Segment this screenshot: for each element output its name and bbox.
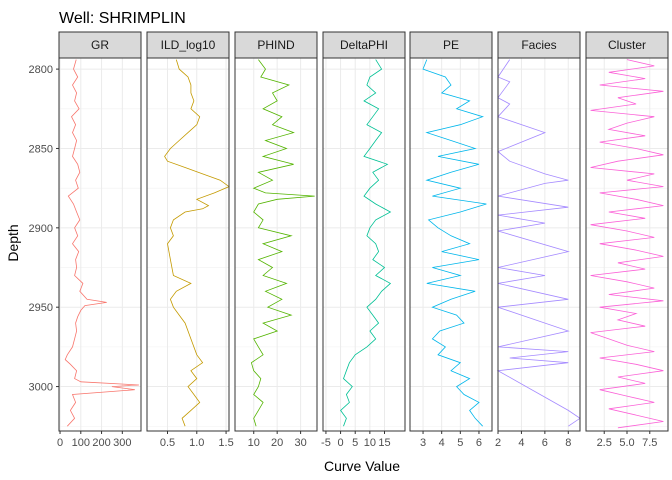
- x-axis-label: Curve Value: [324, 458, 400, 474]
- facet-strip: [234, 31, 318, 59]
- facet-panel: [235, 58, 317, 431]
- x-tick-label: 10: [364, 437, 376, 449]
- x-tick-label: 6: [476, 437, 482, 449]
- x-tick-label: 3: [420, 437, 426, 449]
- facet-strip: [146, 31, 230, 59]
- x-tick-label: 300: [113, 437, 131, 449]
- x-tick-label: -5: [321, 437, 331, 449]
- facet-border: [58, 57, 142, 432]
- facet-panel: [59, 58, 141, 431]
- x-tick-label: 2.5: [597, 437, 612, 449]
- facet-panel: [410, 58, 492, 431]
- x-tick-label: 200: [92, 437, 110, 449]
- x-tick-label: 7.5: [642, 437, 657, 449]
- x-tick-label: 0.5: [160, 437, 175, 449]
- y-tick-label: 2850: [29, 143, 53, 155]
- y-tick-label: 2900: [29, 223, 53, 235]
- facet-cluster: Cluster 2.5 5.0 7.5: [585, 31, 669, 449]
- facet-strip: [58, 31, 142, 59]
- x-tick-label: 1.0: [189, 437, 204, 449]
- facet-strip-label: PE: [443, 38, 459, 52]
- facet-border: [146, 57, 230, 432]
- series-line: [340, 59, 392, 427]
- facet-panel: [323, 58, 405, 431]
- x-tick-label: 100: [72, 437, 90, 449]
- facet-strip-label: Facies: [521, 38, 556, 52]
- facet-strip-label: Cluster: [608, 38, 646, 52]
- facet-ild-log10: ILD_log10 0.5 1.0 1.5: [146, 31, 234, 449]
- facet-phind: PHIND 10 20 30: [234, 31, 318, 449]
- x-tick-label: 8: [565, 437, 571, 449]
- facet-facies: Facies 2 4 6 8: [495, 31, 581, 449]
- facet-border: [497, 57, 581, 432]
- x-tick-label: 5: [352, 437, 358, 449]
- series-line: [590, 59, 664, 429]
- y-axis: 2800 2850 2900 2950 3000: [29, 64, 59, 394]
- y-tick-label: 2800: [29, 64, 53, 76]
- facet-panel: [498, 58, 580, 431]
- facet-strip-label: ILD_log10: [161, 38, 216, 52]
- series-line: [496, 59, 581, 427]
- facet-strip-label: GR: [91, 38, 109, 52]
- x-tick-label: 4: [439, 437, 445, 449]
- facet-gr: GR 0 100 200 300: [57, 31, 142, 449]
- facet-strip: [322, 31, 406, 59]
- x-tick-label: 0: [57, 437, 63, 449]
- facet-border: [322, 57, 406, 432]
- facet-border: [234, 57, 318, 432]
- x-tick-label: 20: [271, 437, 283, 449]
- facet-pe: PE 3 4 5 6: [409, 31, 493, 449]
- chart-title: Well: SHRIMPLIN: [59, 10, 186, 27]
- facet-panel: [147, 58, 229, 431]
- x-tick-label: 5: [457, 437, 463, 449]
- facet-strip-label: DeltaPHI: [340, 38, 388, 52]
- x-tick-label: 2: [495, 437, 501, 449]
- series-line: [64, 59, 139, 427]
- y-axis-label: Depth: [5, 224, 21, 261]
- series-line: [164, 59, 230, 427]
- x-tick-label: 1.5: [218, 437, 233, 449]
- facet-border: [409, 57, 493, 432]
- x-tick-label: 10: [248, 437, 260, 449]
- x-tick-label: 4: [518, 437, 524, 449]
- x-tick-label: 0: [338, 437, 344, 449]
- x-tick-label: 6: [542, 437, 548, 449]
- x-tick-label: 15: [378, 437, 390, 449]
- series-line: [422, 59, 487, 427]
- y-tick-label: 3000: [29, 382, 53, 394]
- facet-deltaphi: DeltaPHI -5 0 5 10 15: [321, 31, 406, 449]
- facet-border: [585, 57, 669, 432]
- facet-strip-label: PHIND: [257, 38, 295, 52]
- x-tick-label: 5.0: [619, 437, 634, 449]
- facet-strip: [497, 31, 581, 59]
- y-tick-label: 2950: [29, 302, 53, 314]
- series-line: [250, 59, 315, 427]
- x-tick-label: 30: [294, 437, 306, 449]
